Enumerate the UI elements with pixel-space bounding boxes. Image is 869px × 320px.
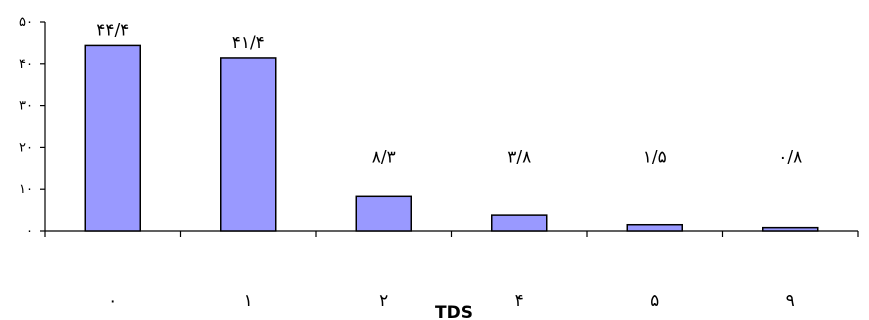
- data-label: ۳/۸: [507, 147, 531, 167]
- y-tick-label: ۲۰: [19, 140, 33, 155]
- y-tick-label: ۵۰: [19, 15, 33, 30]
- data-labels: ۴۴/۴ ۴۱/۴ ۸/۳ ۳/۸ ۱/۵ ۰/۸: [96, 20, 802, 167]
- data-label: ۴۴/۴: [96, 20, 129, 40]
- y-tick-label: ۰: [26, 224, 33, 239]
- category-label: ۰: [108, 291, 117, 311]
- bar: [491, 214, 548, 232]
- bars: [84, 44, 819, 232]
- bar: [626, 223, 683, 232]
- y-tick-label: ۱۰: [19, 182, 33, 197]
- category-label: ۲: [379, 291, 388, 311]
- category-label: ۹: [786, 291, 795, 311]
- x-axis: [44, 230, 859, 237]
- data-label: ۴۱/۴: [232, 33, 265, 53]
- x-axis-title: TDS: [435, 303, 473, 320]
- data-label: ۰/۸: [778, 147, 802, 167]
- bar: [762, 226, 819, 232]
- y-axis: ۰ ۱۰ ۲۰ ۳۰ ۴۰ ۵۰: [19, 15, 46, 239]
- category-label: ۵: [650, 291, 659, 311]
- bar: [84, 44, 141, 232]
- bar: [220, 57, 277, 232]
- category-label: ۴: [515, 291, 524, 311]
- category-label: ۱: [244, 291, 253, 311]
- data-label: ۱/۵: [643, 147, 667, 167]
- category-labels: ۰ ۱ ۲ ۴ ۵ ۹: [108, 291, 795, 311]
- bar: [355, 195, 412, 232]
- data-label: ۸/۳: [372, 147, 396, 167]
- y-tick-label: ۳۰: [19, 99, 33, 114]
- y-tick-label: ۴۰: [19, 57, 33, 72]
